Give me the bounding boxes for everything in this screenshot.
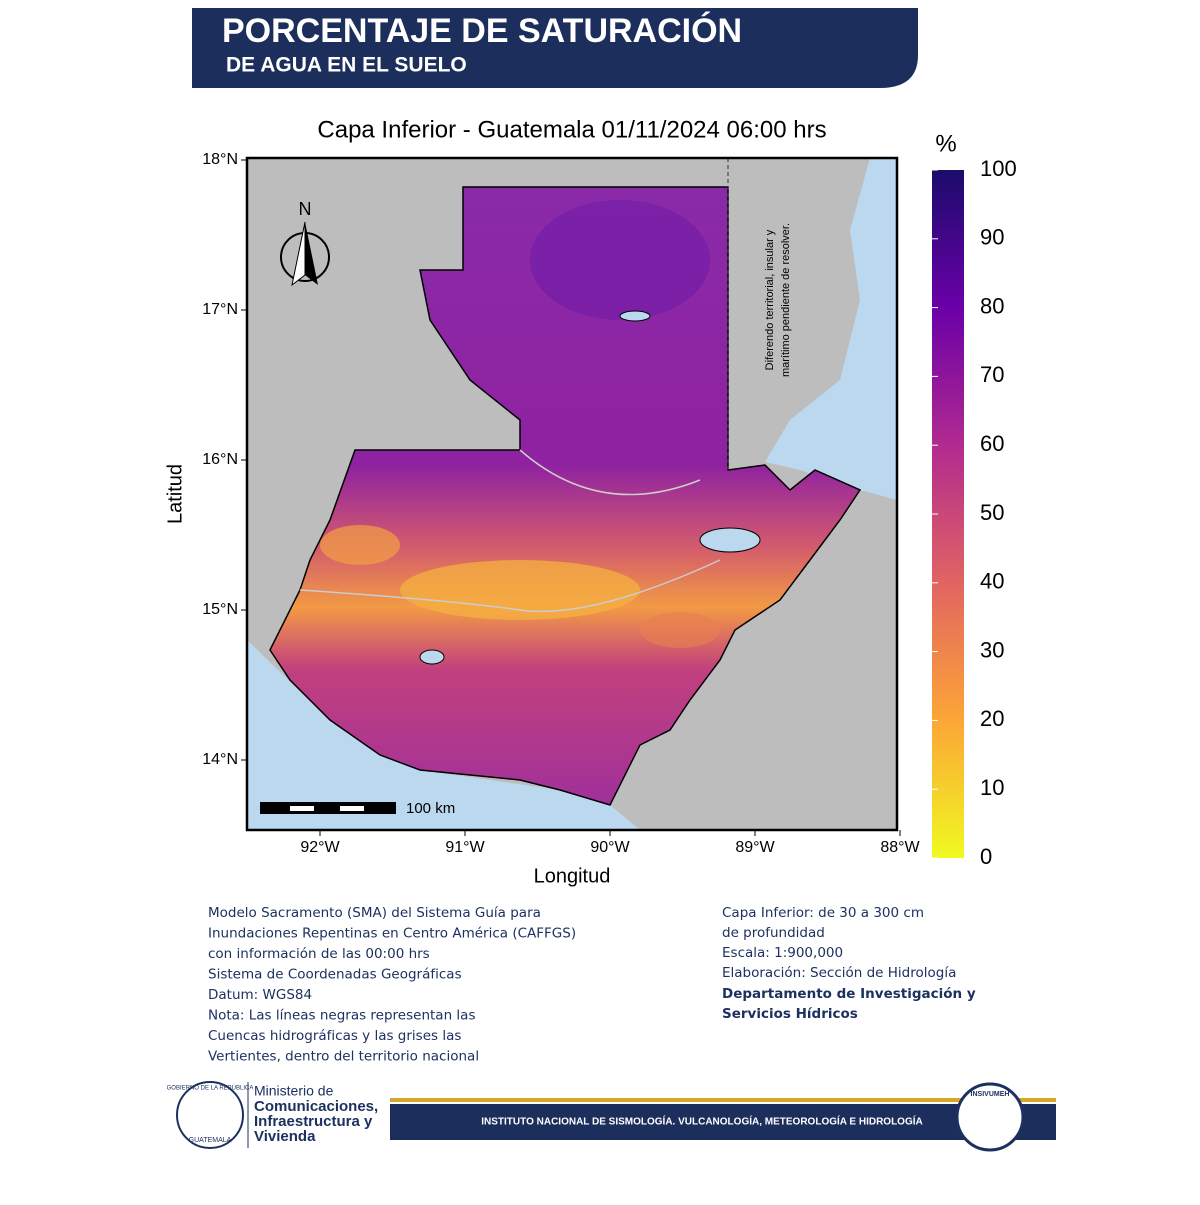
colorbar-label: 0 [980, 844, 992, 869]
lat-label: 15°N [202, 601, 238, 618]
note-line: Servicios Hídricos [722, 1006, 858, 1022]
lon-label: 88°W [880, 839, 920, 856]
lat-label: 18°N [202, 151, 238, 168]
seal-text: GOBIERNO DE LA REPÚBLICA [167, 1085, 254, 1092]
lon-label: 92°W [300, 839, 340, 856]
map-title: Capa Inferior - Guatemala 01/11/2024 06:… [317, 116, 826, 143]
lat-label: 16°N [202, 451, 238, 468]
lon-label: 90°W [590, 839, 630, 856]
note-line: Nota: Las líneas negras representan las [208, 1008, 475, 1024]
note-line: Escala: 1:900,000 [722, 945, 843, 961]
institute: INSTITUTO NACIONAL DE SISMOLOGÍA. VULCAN… [481, 1115, 923, 1128]
ministry-line: Vivienda [254, 1128, 316, 1145]
colorbar-label: 70 [980, 362, 1004, 387]
note-line: Sistema de Coordenadas Geográficas [208, 967, 462, 983]
y-axis-label: Latitud [164, 464, 186, 524]
map-frame [245, 156, 899, 832]
gold-rule [390, 1098, 1056, 1102]
note-line: Datum: WGS84 [208, 987, 312, 1003]
header-title: PORCENTAJE DE SATURACIÓN [222, 12, 742, 50]
colorbar-label: 10 [980, 775, 1004, 800]
dispute-line: marítimo pendiente de resolver. [780, 223, 792, 377]
insivumeh-label: INSIVUMEH [971, 1091, 1010, 1098]
colorbar-label: 50 [980, 500, 1004, 525]
colorbar-label: 100 [980, 156, 1017, 181]
north-arrow [305, 222, 318, 285]
ministry: Ministerio deComunicaciones,Infraestruct… [254, 1083, 378, 1145]
notes: Modelo Sacramento (SMA) del Sistema Guía… [208, 905, 976, 1065]
lon-label: 89°W [735, 839, 775, 856]
lat-label: 14°N [202, 751, 238, 768]
scale-bar [260, 802, 396, 814]
x-axis-label: Longitud [534, 865, 611, 887]
note-line: con información de las 00:00 hrs [208, 946, 430, 962]
header-banner [192, 8, 918, 88]
ministry-line: Ministerio de [254, 1083, 334, 1099]
dispute-note: Diferendo territorial, insular y marítim… [764, 223, 792, 377]
map [247, 158, 897, 830]
note-line: Departamento de Investigación y [722, 986, 976, 1002]
seal-text: GUATEMALA [189, 1137, 232, 1144]
note-line: de profundidad [722, 925, 825, 941]
note-line: Cuencas hidrográficas y las grises las [208, 1028, 461, 1044]
ministry-line: Comunicaciones, [254, 1098, 378, 1115]
note-line: Capa Inferior: de 30 a 300 cm [722, 905, 924, 921]
colorbar-label: 60 [980, 431, 1004, 456]
colorbar-label: 20 [980, 706, 1004, 731]
north-arrow [291, 221, 306, 287]
note-line: Inundaciones Repentinas en Centro Améric… [208, 926, 576, 942]
lat-label: 17°N [202, 301, 238, 318]
note-line: Elaboración: Sección de Hidrología [722, 965, 956, 981]
lon-label: 91°W [445, 839, 485, 856]
note-line: Modelo Sacramento (SMA) del Sistema Guía… [208, 905, 541, 921]
colorbar-label: 80 [980, 293, 1004, 318]
ministry-line: Infraestructura y [254, 1113, 373, 1130]
colorbar-label: 90 [980, 225, 1004, 250]
header-subtitle: DE AGUA EN EL SUELO [226, 54, 467, 77]
insivumeh-seal [955, 1082, 1025, 1152]
seal [176, 1081, 244, 1149]
dispute-line: Diferendo territorial, insular y [764, 229, 776, 370]
colorbar-label: 40 [980, 569, 1004, 594]
colorbar-label: 30 [980, 637, 1004, 662]
north-label: N [299, 199, 312, 219]
colorbar-unit: % [935, 130, 956, 157]
scale-label: 100 km [406, 800, 455, 817]
note-line: Vertientes, dentro del territorio nacion… [208, 1049, 479, 1065]
footer-bar [390, 1104, 1056, 1140]
